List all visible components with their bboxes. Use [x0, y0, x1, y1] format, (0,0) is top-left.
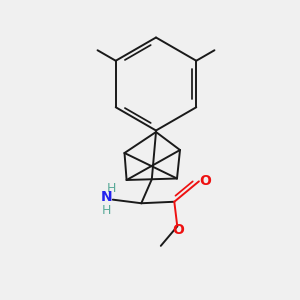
Text: O: O: [172, 223, 184, 237]
Text: H: H: [102, 204, 112, 217]
Text: O: O: [200, 174, 211, 188]
Text: N: N: [101, 190, 112, 204]
Text: H: H: [106, 182, 116, 195]
